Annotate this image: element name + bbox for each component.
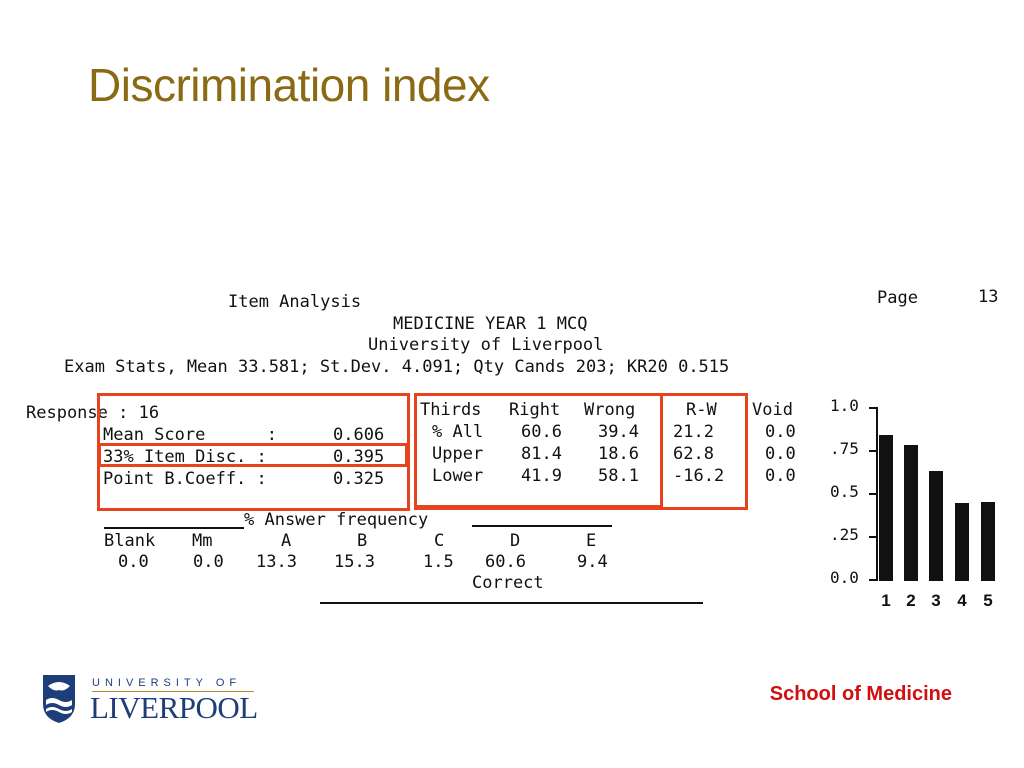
- y-tick: [869, 536, 877, 538]
- freq-value: 1.5: [423, 552, 454, 572]
- page-number: 13: [978, 287, 999, 307]
- thirds-cell: 0.0: [765, 444, 796, 464]
- crest-icon: [43, 675, 75, 723]
- thirds-cell: % All: [432, 422, 484, 442]
- y-tick: [869, 493, 877, 495]
- thirds-cell: -16.2: [673, 466, 725, 486]
- page-label: Page: [877, 288, 918, 308]
- metric-value: 0.325: [333, 469, 385, 489]
- freq-header: Blank: [104, 531, 156, 551]
- metric-label: Mean Score :: [103, 425, 277, 445]
- bottom-rule: [320, 602, 703, 604]
- thirds-cell: 62.8: [673, 444, 714, 464]
- freq-value: 0.0: [118, 552, 149, 572]
- thirds-cell: 39.4: [598, 422, 639, 442]
- thirds-cell: 0.0: [765, 466, 796, 486]
- freq-header: A: [281, 531, 292, 551]
- y-tick-label: 0.0: [830, 568, 859, 587]
- x-tick-label: 4: [957, 591, 967, 610]
- report-heading: Item Analysis: [228, 292, 362, 312]
- y-tick: [869, 579, 877, 581]
- chart-bar: [929, 470, 943, 581]
- thirds-header: Void: [752, 400, 793, 420]
- thirds-header: Thirds: [420, 400, 482, 420]
- rw-highlight-box: [414, 393, 748, 510]
- page-title: Discrimination index: [88, 59, 490, 111]
- freq-header: Mm: [192, 531, 213, 551]
- response-line: Response : 16: [26, 403, 160, 423]
- thirds-cell: 18.6: [598, 444, 639, 464]
- x-tick-label: 3: [931, 591, 941, 610]
- thirds-cell: Upper: [432, 444, 484, 464]
- freq-header: D: [510, 531, 521, 551]
- y-tick: [869, 450, 877, 452]
- thirds-cell: 21.2: [673, 422, 714, 442]
- correct-label: Correct: [472, 573, 544, 593]
- thirds-header: R-W: [686, 400, 717, 420]
- metric-label: Point B.Coeff. :: [103, 469, 267, 489]
- chart-bar: [904, 444, 918, 581]
- thirds-cell: 58.1: [598, 466, 639, 486]
- item-disc-highlight-box: [98, 443, 408, 467]
- freq-value: 9.4: [577, 552, 608, 572]
- freq-header: B: [357, 531, 368, 551]
- y-tick-label: 1.0: [830, 396, 859, 415]
- freq-rule-right: [472, 525, 612, 527]
- logo-main-text: LIVERPOOL: [90, 690, 258, 725]
- course-name: MEDICINE YEAR 1 MCQ: [393, 314, 588, 334]
- school-name: School of Medicine: [769, 683, 952, 705]
- exam-stats-line: Exam Stats, Mean 33.581; St.Dev. 4.091; …: [64, 357, 730, 377]
- y-axis-line: [876, 407, 878, 581]
- thirds-cell: Lower: [432, 466, 484, 486]
- thirds-header: Wrong: [584, 400, 636, 420]
- logo-rule: [92, 691, 254, 692]
- y-tick: [869, 407, 877, 409]
- chart-bar: [981, 501, 995, 581]
- thirds-cell: 60.6: [521, 422, 562, 442]
- x-tick-label: 1: [881, 591, 891, 610]
- y-tick-label: 0.5: [830, 482, 859, 501]
- x-tick-label: 5: [983, 591, 993, 610]
- x-tick-label: 2: [906, 591, 916, 610]
- metric-value: 0.606: [333, 425, 385, 445]
- freq-value: 0.0: [193, 552, 224, 572]
- thirds-cell: 41.9: [521, 466, 562, 486]
- thirds-cell: 0.0: [765, 422, 796, 442]
- y-tick-label: .75: [830, 439, 859, 458]
- logo-top-text: UNIVERSITY OF: [92, 677, 242, 689]
- freq-header: C: [434, 531, 445, 551]
- freq-value: 60.6: [485, 552, 526, 572]
- y-tick-label: .25: [830, 525, 859, 544]
- metric-value: 0.395: [333, 447, 385, 467]
- thirds-cell: 81.4: [521, 444, 562, 464]
- freq-rule-left: [104, 527, 244, 529]
- chart-bar: [955, 503, 969, 581]
- freq-header: E: [586, 531, 597, 551]
- chart-bar: [879, 434, 893, 581]
- freq-value: 15.3: [334, 552, 375, 572]
- freq-title: % Answer frequency: [244, 510, 429, 530]
- institution-name: University of Liverpool: [368, 335, 604, 355]
- thirds-header: Right: [509, 400, 561, 420]
- freq-value: 13.3: [256, 552, 297, 572]
- metric-label: 33% Item Disc. :: [103, 447, 267, 467]
